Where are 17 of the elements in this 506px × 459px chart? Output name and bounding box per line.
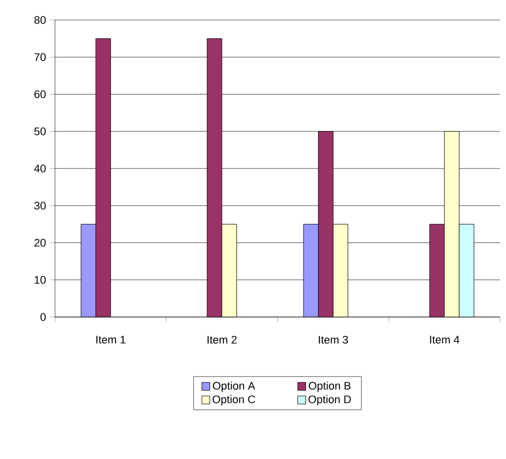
x-tick-label: Item 1 [96,336,126,344]
y-tick-label: 30 [34,202,46,210]
x-tick-label: Item 4 [430,336,460,344]
legend-label: Option C [212,395,256,406]
y-tick-label: 50 [34,127,46,136]
y-tick-label: 40 [34,164,46,172]
y-tick-label: 60 [34,90,46,98]
y-tick-label: 80 [34,16,46,24]
y-tick-label: 70 [34,53,46,62]
legend-label: Option D [308,395,351,406]
x-tick-label: Item 3 [318,336,348,344]
y-tick-label: 10 [34,276,46,284]
legend-label: Option A [212,382,256,392]
y-tick-label: 20 [34,238,46,247]
y-tick-label: 0 [40,313,46,321]
x-tick-label: Item 2 [208,336,237,344]
legend-label: Option B [308,382,351,392]
